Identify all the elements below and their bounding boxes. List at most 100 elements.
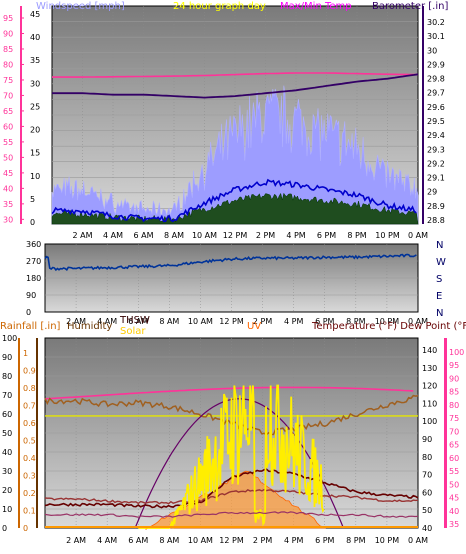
far-right-tick-label: 85 (449, 388, 459, 397)
rain-tick-label: 100 (2, 334, 17, 343)
right-axis-bar (422, 6, 424, 224)
right-tick-label: 29.1 (427, 174, 445, 183)
x-tick-label: 12 PM (219, 536, 244, 545)
x-tick-label: 4 PM (286, 231, 305, 240)
temp-tick-label: 140 (422, 346, 437, 355)
x-tick-label: 2 AM (66, 536, 86, 545)
right-tick-label: 29.2 (427, 159, 445, 168)
far-right-tick-label: 90 (449, 374, 459, 383)
x-tick-label: 2 AM (72, 231, 92, 240)
pink-max-line (44, 386, 414, 400)
x-tick-label: 8 AM (159, 317, 179, 326)
dir-tick-label: 180 (26, 274, 41, 283)
left-tick-label: 45 (3, 169, 13, 178)
rain-tick-label: 10 (2, 505, 12, 514)
right-tick-label: 29.6 (427, 103, 445, 112)
temp-tick-label: 110 (422, 399, 437, 408)
x-tick-label: 6 AM (128, 317, 148, 326)
far-right-tick-label: 40 (449, 507, 459, 516)
compass-label: E (436, 291, 442, 302)
left-tick-label: 40 (3, 184, 13, 193)
x-tick-label: 8 PM (346, 536, 365, 545)
far-right-tick-label: 35 (449, 520, 459, 529)
compass-label: S (436, 274, 442, 285)
x-tick-label: 0 AM (408, 536, 428, 545)
x-tick-label: 4 AM (103, 231, 123, 240)
x-tick-label: 6 PM (317, 231, 336, 240)
x-tick-label: 10 AM (188, 317, 213, 326)
temp-tick-label: 50 (422, 506, 432, 515)
far-right-tick-label: 70 (449, 427, 459, 436)
wind-direction-line (44, 253, 417, 272)
right-tick-label: 29.4 (427, 131, 445, 140)
x-tick-label: 8 PM (346, 317, 365, 326)
x-tick-label: 6 PM (315, 536, 334, 545)
x-tick-label: 8 AM (159, 536, 179, 545)
far-right-tick-label: 95 (449, 361, 459, 370)
label-humidity: Humidity (67, 321, 112, 332)
right-tick-label: 30.2 (427, 18, 445, 27)
x-tick-label: 8 AM (164, 231, 184, 240)
chart-title: 24 hour graph day (173, 1, 266, 12)
x-tick-label: 12 PM (223, 231, 248, 240)
rain-tick-label: 20 (2, 486, 12, 495)
label-thsw: THSW (119, 315, 150, 326)
dew-point-line (44, 488, 419, 505)
uv-area (145, 470, 327, 531)
wind-tick-label: 45 (30, 10, 40, 19)
left-tick-label: 80 (3, 60, 13, 69)
x-tick-label: 2 PM (253, 317, 272, 326)
humidity-tick-label: 0.5 (23, 437, 36, 446)
humidity-tick-label: 1 (23, 349, 28, 358)
x-tick-label: 4 AM (97, 317, 117, 326)
dir-tick-label: 270 (26, 257, 41, 266)
right-tick-label: 28.9 (427, 202, 445, 211)
rain-tick-label: 70 (2, 391, 12, 400)
humidity-tick-label: 0.4 (23, 454, 36, 463)
rain-tick-label: 50 (2, 429, 12, 438)
far-right-tick-label: 50 (449, 480, 459, 489)
far-right-tick-label: 60 (449, 454, 459, 463)
far-right-tick-label: 80 (449, 401, 459, 410)
x-tick-label: 2 PM (253, 536, 272, 545)
legend-barometer: Barometer [.in] (372, 1, 448, 12)
rain-tick-label: 40 (2, 448, 12, 457)
humidity-tick-label: 0.3 (23, 472, 36, 481)
temp-tick-label: 40 (422, 524, 432, 533)
far-right-tick-label: 65 (449, 441, 459, 450)
compass-label: N (436, 240, 443, 251)
humidity-tick-label: 0.7 (23, 402, 36, 411)
x-tick-label: 12 PM (219, 317, 244, 326)
dir-tick-label: 0 (26, 308, 31, 317)
temp-tick-label: 80 (422, 453, 432, 462)
wind-tick-label: 5 (30, 195, 35, 204)
temp-tick-label: 100 (422, 417, 437, 426)
humidity-tick-label: 0.9 (23, 367, 36, 376)
left-tick-label: 85 (3, 45, 13, 54)
right-tick-label: 29.3 (427, 145, 445, 154)
x-tick-label: 0 AM (408, 317, 428, 326)
right-tick-label: 29.9 (427, 60, 445, 69)
left-tick-label: 65 (3, 107, 13, 116)
rain-tick-label: 90 (2, 353, 12, 362)
x-tick-label: 10 PM (375, 317, 400, 326)
x-tick-label: 4 PM (284, 317, 303, 326)
rain-tick-label: 30 (2, 467, 12, 476)
legend-windspeed: Windspeed [mph] (36, 1, 125, 12)
x-tick-label: 10 AM (188, 536, 213, 545)
compass-label: W (436, 257, 446, 268)
temp-tick-label: 130 (422, 364, 437, 373)
far-right-tick-label: 100 (449, 348, 464, 357)
humidity-tick-label: 0.2 (23, 489, 36, 498)
humidity-tick-label: 0.8 (23, 384, 36, 393)
wind-tick-label: 25 (30, 102, 40, 111)
wind-tick-label: 10 (30, 172, 40, 181)
left-tick-label: 30 (3, 215, 13, 224)
far-right-axis-bar (444, 338, 447, 528)
dir-tick-label: 360 (26, 240, 41, 249)
barometer-line (52, 73, 419, 99)
x-tick-label: 6 AM (128, 536, 148, 545)
temp-tick-label: 90 (422, 435, 432, 444)
right-tick-label: 29.5 (427, 117, 445, 126)
label-uv: UV (247, 321, 261, 332)
